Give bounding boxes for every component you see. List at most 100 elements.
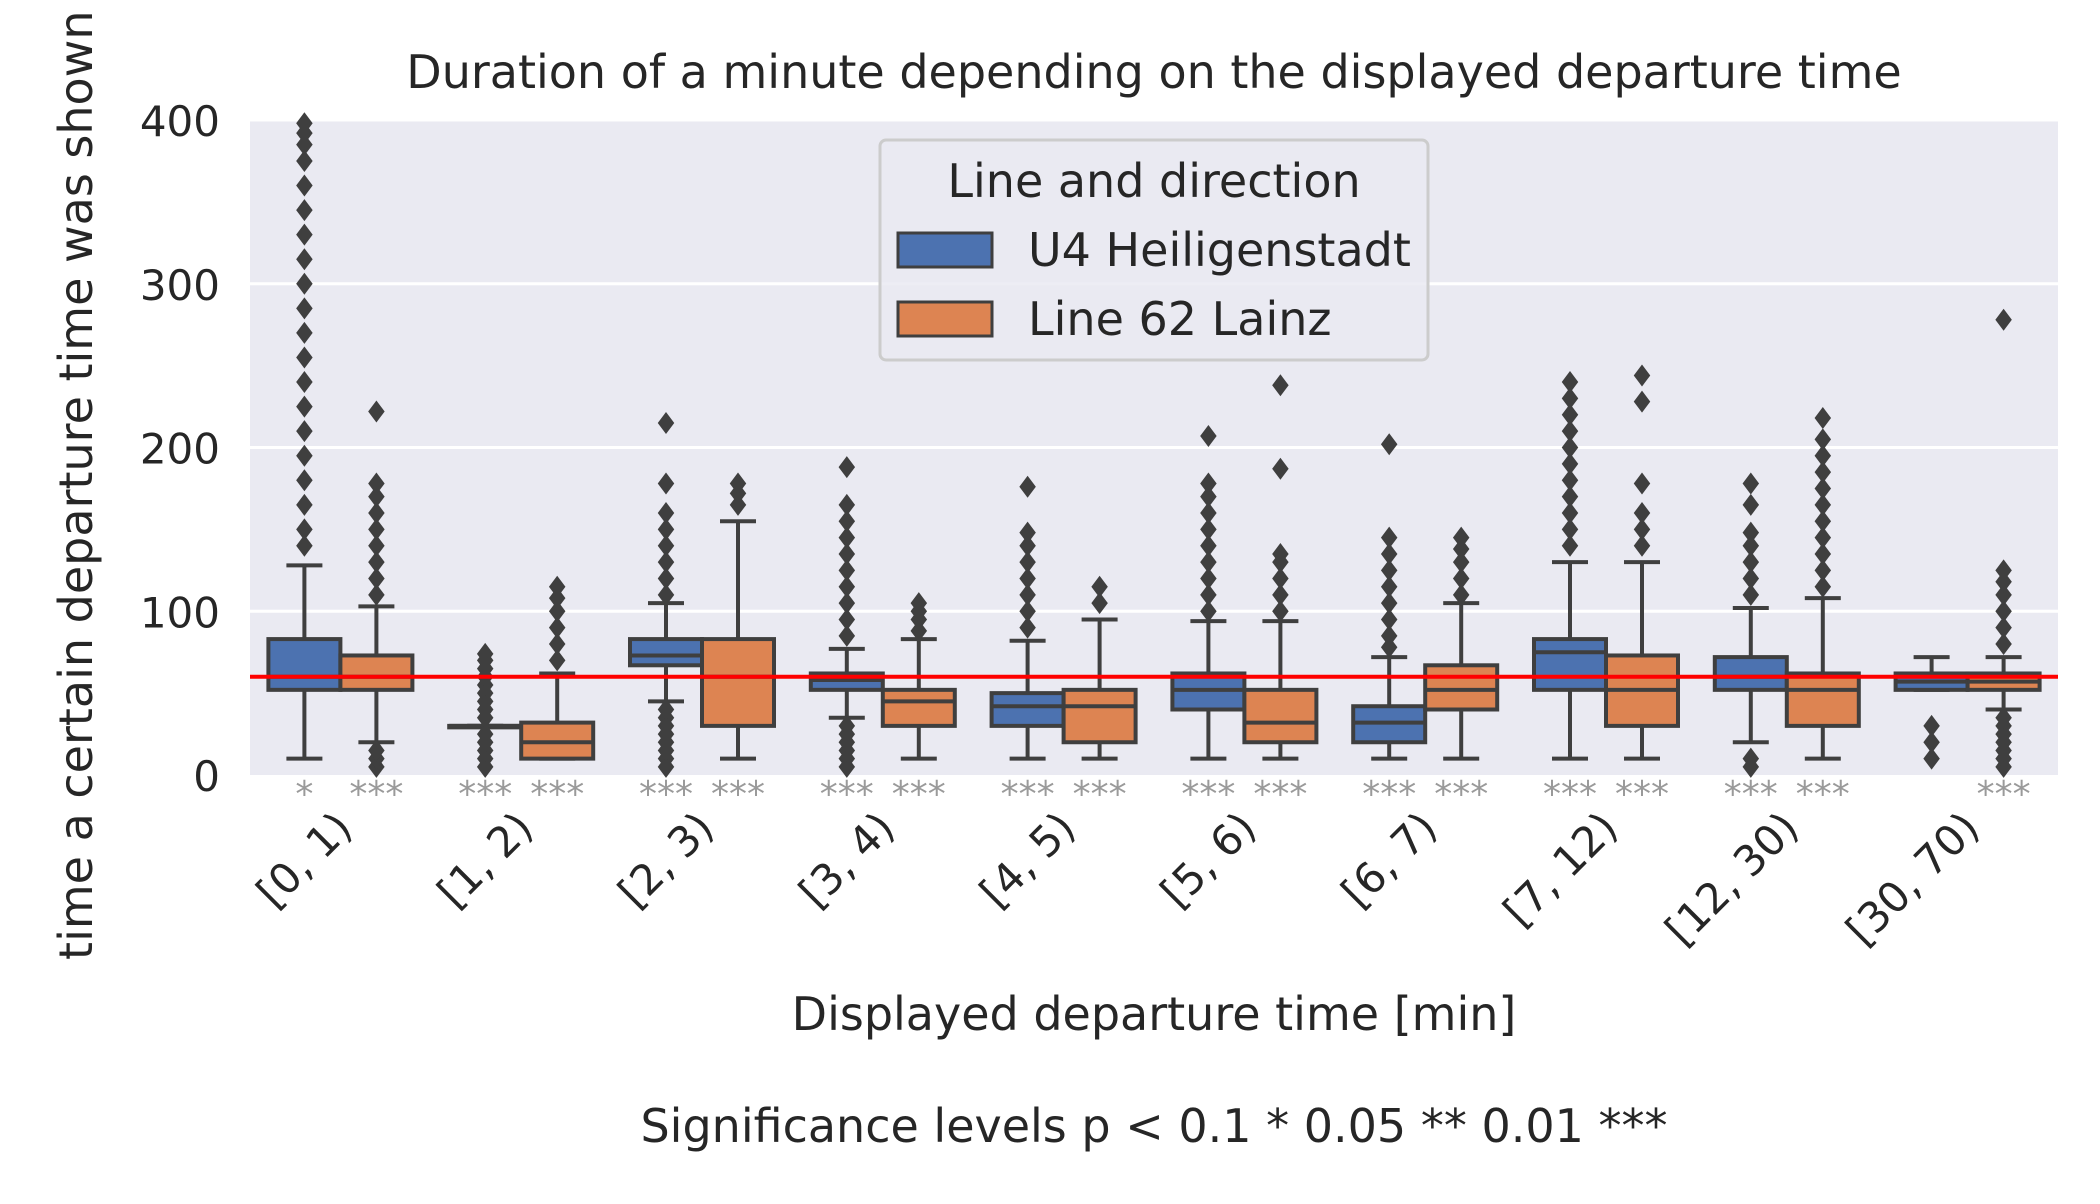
box-group: [1712, 472, 1789, 778]
outlier-point: [368, 583, 385, 606]
outlier-point: [1200, 583, 1217, 606]
outlier-point: [1019, 534, 1036, 557]
x-axis-label: Displayed departure time [min]: [792, 987, 1517, 1041]
outlier-point: [296, 223, 313, 246]
outlier-point: [1561, 371, 1579, 393]
outlier-point: [1995, 600, 2012, 623]
outlier-point: [838, 510, 856, 533]
outlier-point: [838, 526, 856, 549]
outlier-point: [657, 534, 675, 557]
x-tick-label: [12, 30): [1656, 802, 1808, 954]
y-tick-label: 100: [140, 588, 220, 637]
outlier-point: [1019, 616, 1036, 639]
outlier-point: [838, 592, 856, 615]
box-layer: [266, 112, 2042, 778]
box-iqr: [1423, 663, 1500, 712]
outlier-point: [1814, 559, 1832, 582]
significance-layer: * *** *** *** *** *** *** *** *** *** *** *** *** ***…: [295, 774, 2030, 815]
outlier-point: [1561, 403, 1579, 426]
outlier-point: [1814, 461, 1832, 484]
outlier-point: [1272, 457, 1289, 480]
box-iqr: [1242, 687, 1319, 745]
outlier-point: [1923, 714, 1940, 737]
box-group: [700, 472, 776, 761]
outlier-point: [1019, 551, 1036, 574]
outlier-point: [296, 493, 313, 516]
outlier-point: [296, 321, 313, 344]
outlier-point: [368, 472, 385, 495]
outlier-point: [548, 649, 566, 672]
outlier-point: [1272, 600, 1289, 623]
outlier-point: [1380, 433, 1398, 456]
x-tick-label: [5, 6): [1151, 802, 1265, 916]
outlier-point: [1742, 472, 1760, 495]
outlier-point: [1561, 518, 1579, 541]
x-tick-label: [7, 12): [1494, 802, 1627, 935]
outlier-point: [368, 551, 385, 574]
outlier-point: [838, 456, 856, 479]
legend-frame: [878, 138, 1430, 362]
x-tick-label: [4, 5): [970, 802, 1084, 916]
outlier-point: [296, 272, 313, 295]
outlier-point: [1561, 534, 1579, 557]
outlier-point: [368, 567, 385, 590]
significance-marker: *: [295, 774, 313, 815]
outlier-point: [1633, 472, 1651, 495]
outlier-point: [1995, 559, 2012, 582]
outlier-point: [657, 411, 675, 434]
outlier-point: [1091, 592, 1108, 615]
significance-marker: ***: [711, 774, 765, 815]
outlier-point: [1995, 706, 2012, 729]
box-group: [628, 411, 704, 778]
outlier-point: [296, 534, 313, 557]
outlier-point: [729, 493, 747, 516]
legend-label-line62: Line 62 Lainz: [1028, 292, 1332, 346]
outlier-point: [1200, 600, 1217, 623]
box-iqr: [338, 653, 415, 692]
legend-swatch-u4: [896, 231, 994, 269]
outlier-point: [1091, 575, 1108, 598]
outlier-point: [368, 518, 385, 541]
box-group: [338, 400, 415, 778]
significance-marker: ***: [892, 774, 946, 815]
outlier-point: [1200, 551, 1217, 574]
outlier-point: [657, 567, 675, 590]
outlier-point: [910, 619, 928, 642]
outlier-point: [838, 714, 856, 737]
outlier-point: [1452, 583, 1470, 606]
box-iqr: [628, 637, 704, 668]
x-tick-label: [3, 4): [789, 802, 903, 916]
outlier-point: [368, 400, 385, 423]
outlier-point: [1923, 731, 1940, 754]
box-iqr: [880, 687, 957, 728]
box-group: [1061, 575, 1138, 761]
outlier-point: [1200, 534, 1217, 557]
outlier-point: [657, 472, 675, 495]
outlier-point: [1561, 436, 1579, 459]
box-iqr: [700, 637, 776, 728]
outlier-point: [838, 575, 856, 598]
outlier-point: [1019, 583, 1036, 606]
footnote-significance: Significance levels p < 0.1 * 0.05 ** 0.…: [640, 1099, 1667, 1153]
outlier-point: [1742, 493, 1760, 516]
outlier-point: [838, 608, 856, 631]
outlier-point: [1019, 475, 1036, 498]
outlier-point: [1633, 534, 1651, 557]
outlier-point: [1995, 583, 2012, 606]
x-tick-label: [30, 70): [1836, 802, 1988, 954]
outlier-point: [1814, 444, 1832, 467]
outlier-point: [838, 559, 856, 582]
outlier-point: [548, 616, 566, 639]
outlier-point: [1995, 616, 2012, 639]
legend-swatch-line62: [896, 300, 994, 338]
outlier-point: [1272, 583, 1289, 606]
outlier-point: [296, 149, 313, 172]
box-group: [447, 642, 524, 778]
outlier-point: [910, 592, 928, 615]
outlier-point: [368, 485, 385, 508]
y-tick-label: 400: [140, 97, 220, 146]
outlier-point: [1200, 425, 1217, 448]
outlier-point: [1452, 526, 1470, 549]
outlier-point: [657, 583, 675, 606]
